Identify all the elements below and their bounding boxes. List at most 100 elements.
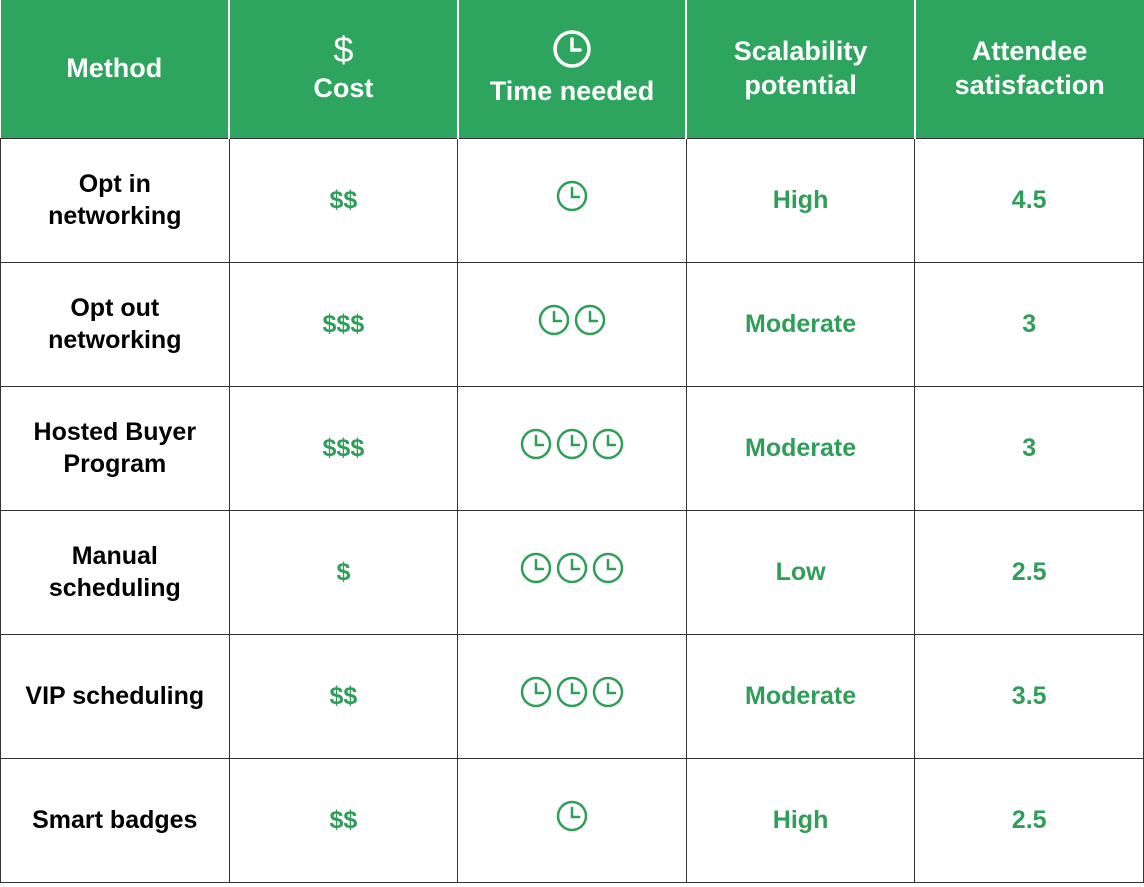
table-cell: 3 <box>914 262 1144 387</box>
table-cell: Smart badges <box>0 758 230 883</box>
clock-face <box>538 305 570 336</box>
header-cell: Method <box>0 0 230 139</box>
table-cell: $$$ <box>228 262 459 387</box>
cell-text: 3.5 <box>1011 681 1047 710</box>
clock-hands <box>570 807 581 819</box>
cell-text: $$$ <box>322 433 365 462</box>
cell-text: High <box>772 805 829 834</box>
table-cell: High <box>685 758 916 883</box>
header-text: Method <box>66 53 163 84</box>
table-cell <box>457 510 687 635</box>
header-cell: Scalability potential <box>685 0 915 139</box>
clock-hands <box>534 559 545 571</box>
table-row: Manual scheduling $ Low 2.5 <box>0 510 1144 635</box>
cell-text: $$ <box>329 681 358 710</box>
cell-text: Moderate <box>745 681 857 710</box>
table-cell: 2.5 <box>914 510 1144 635</box>
cell-text: 3 <box>1022 433 1037 462</box>
clock-hands <box>570 559 581 571</box>
cell-text: $ <box>336 557 351 586</box>
table-cell: 3 <box>914 386 1144 511</box>
cell-text: High <box>772 185 829 214</box>
clock-hands <box>534 683 545 695</box>
method-name: Hosted Buyer Program <box>33 418 197 478</box>
header-text: Scalability potential <box>733 36 868 100</box>
cell-text: 2.5 <box>1011 557 1047 586</box>
clock-face <box>574 305 606 336</box>
table-cell: $$ <box>228 634 459 759</box>
table-cell: 4.5 <box>914 138 1144 263</box>
table-row: Opt in networking $$ High 4.5 <box>0 138 1144 263</box>
clock-icon <box>553 30 591 68</box>
time-clocks <box>556 801 588 832</box>
clock-face <box>520 553 552 584</box>
cell-text: 2.5 <box>1011 805 1047 834</box>
table-cell <box>457 138 687 263</box>
table-cell: Moderate <box>685 634 916 759</box>
table-row: Opt out networking $$$ Moderate 3 <box>0 262 1144 387</box>
table-cell: Manual scheduling <box>0 510 230 635</box>
table-cell: VIP scheduling <box>0 634 230 759</box>
clock-face <box>556 181 588 212</box>
method-name: Opt in networking <box>48 170 182 230</box>
clock-hands <box>570 435 581 447</box>
table-row: Smart badges $$ High 2.5 <box>0 758 1144 883</box>
clock-hands <box>570 683 581 695</box>
header-cell: Time needed <box>456 0 687 139</box>
cell-text: Moderate <box>745 433 857 462</box>
clock-hands <box>588 311 599 323</box>
header-cell: $ Cost <box>228 0 458 139</box>
header-text: Attendee satisfaction <box>954 36 1105 100</box>
clock-hands <box>570 187 581 199</box>
cell-text: 4.5 <box>1011 185 1047 214</box>
table-cell: 3.5 <box>914 634 1144 759</box>
clock-face <box>592 429 624 460</box>
clock-face <box>556 677 588 708</box>
table-row: VIP scheduling $$ Moderate 3.5 <box>0 634 1144 759</box>
time-clocks <box>520 553 624 584</box>
time-clocks <box>556 181 588 212</box>
table-cell: Low <box>685 510 916 635</box>
table-cell: Opt out networking <box>0 262 230 387</box>
table-cell: Opt in networking <box>0 138 230 263</box>
cell-text: 3 <box>1022 309 1037 338</box>
method-name: Manual scheduling <box>48 542 181 602</box>
table-body: Opt in networking $$ High 4.5 Opt out networ… <box>0 138 1144 883</box>
cell-text: $$ <box>329 805 358 834</box>
table-cell <box>457 634 687 759</box>
table-row: Hosted Buyer Program $$$ Moderate 3 <box>0 386 1144 511</box>
header-cell: Attendee satisfaction <box>913 0 1144 139</box>
cell-text: Moderate <box>745 309 857 338</box>
table-cell: Moderate <box>685 262 916 387</box>
clock-face <box>520 429 552 460</box>
clock-hands <box>606 683 617 695</box>
clock-face <box>556 801 588 832</box>
time-clocks <box>520 429 624 460</box>
method-name: VIP scheduling <box>25 681 205 710</box>
clock-face <box>592 677 624 708</box>
table-cell <box>457 386 687 511</box>
clock-hands <box>552 311 563 323</box>
clock-hands <box>606 559 617 571</box>
table-cell: 2.5 <box>914 758 1144 883</box>
table-cell: $$$ <box>228 386 459 511</box>
cell-text: $$$ <box>322 309 365 338</box>
header-row: Method $ Cost Time needed Scalability pot… <box>0 0 1144 139</box>
table-cell <box>457 262 687 387</box>
cell-text: $$ <box>329 185 358 214</box>
clock-hands <box>606 435 617 447</box>
header-icon: $ <box>333 29 354 71</box>
header-text: Time needed <box>489 76 655 107</box>
table-cell: $ <box>228 510 459 635</box>
table-cell: $$ <box>228 138 459 263</box>
clock-face <box>592 553 624 584</box>
method-name: Smart badges <box>32 805 198 834</box>
header-text: Cost <box>313 73 374 104</box>
table-cell: Hosted Buyer Program <box>0 386 230 511</box>
time-clocks <box>538 305 606 336</box>
table-cell <box>457 758 687 883</box>
cell-text: Low <box>775 557 826 586</box>
table-cell: $$ <box>228 758 459 883</box>
